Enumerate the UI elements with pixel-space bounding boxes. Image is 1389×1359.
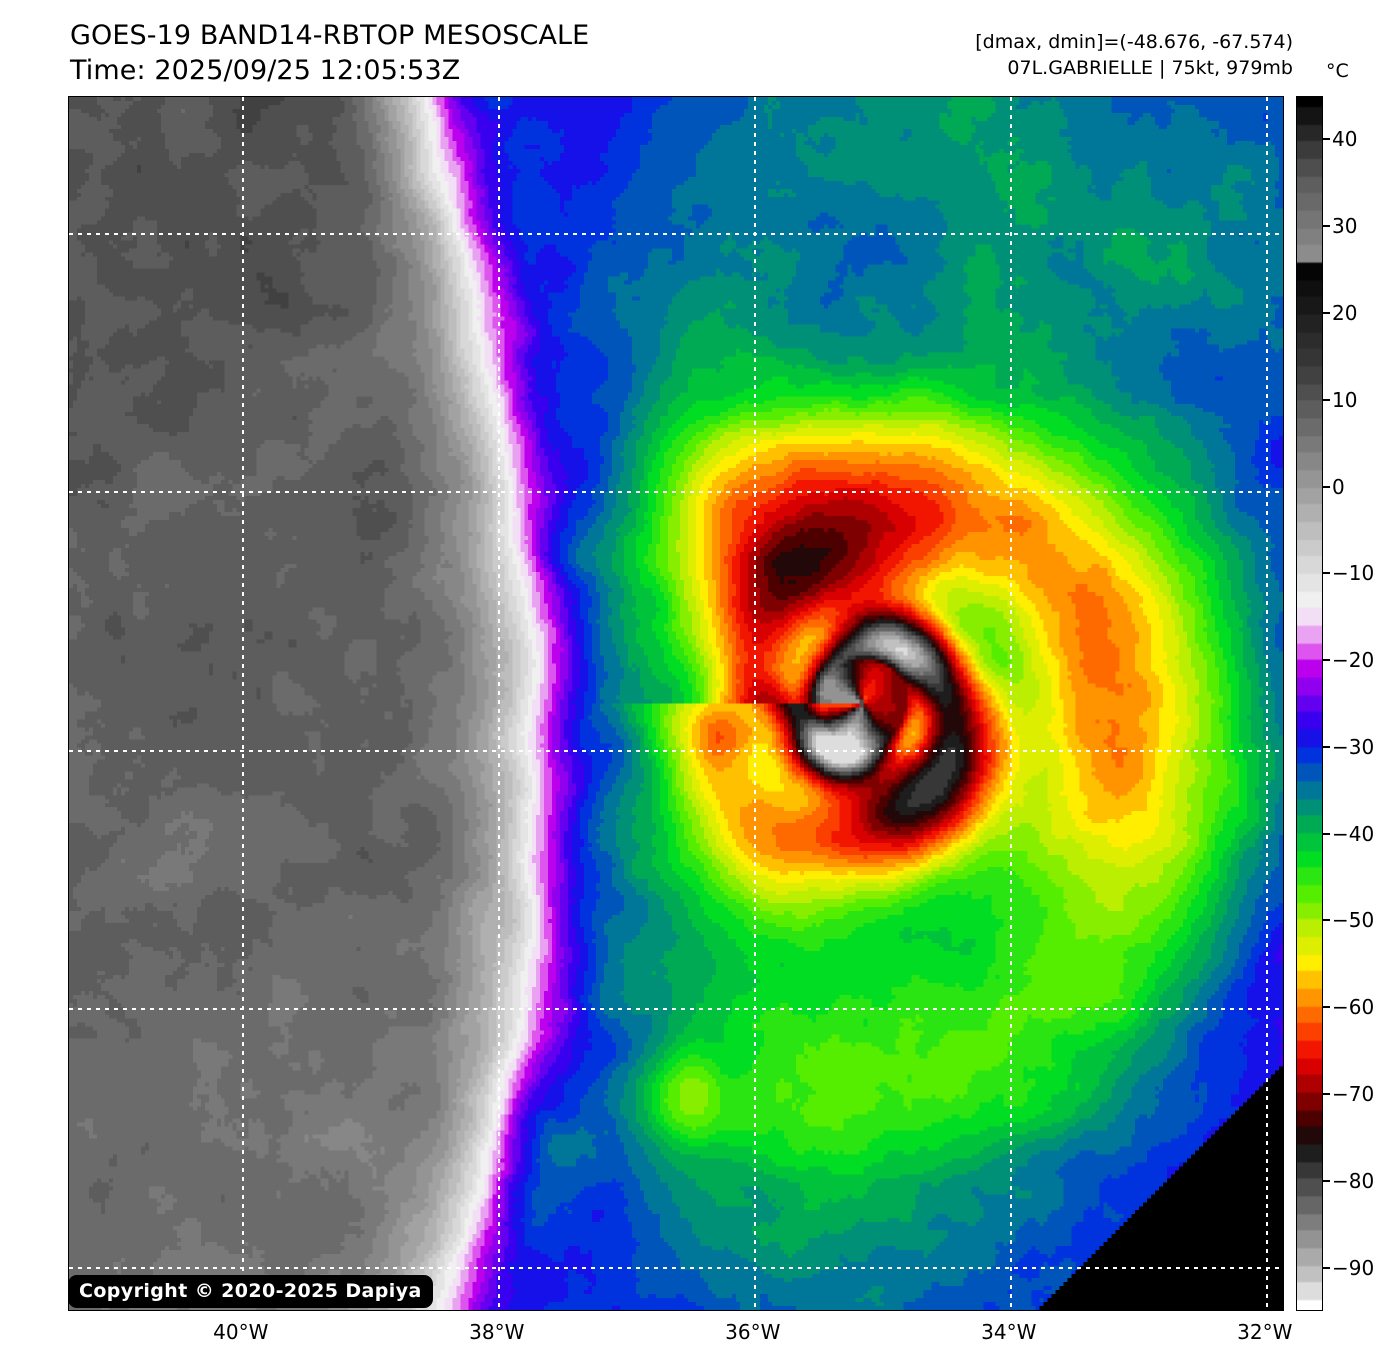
colorbar-tick-40: 40 (1332, 127, 1358, 152)
colorbar-tickmark-10 (1323, 398, 1330, 401)
colorbar-tick-10: 10 (1332, 387, 1358, 412)
timestamp-label: Time: 2025/09/25 12:05:53Z (70, 55, 461, 87)
colorbar-tickmark--10 (1323, 572, 1330, 575)
colorbar-tickmark--30 (1323, 745, 1330, 748)
colorbar-tick--10: −10 (1332, 561, 1375, 586)
metadata-block: [dmax, dmin]=(-48.676, -67.574) 07L.GABR… (975, 30, 1293, 81)
colorbar-tickmark--70 (1323, 1093, 1330, 1096)
colorbar-tickmark--80 (1323, 1179, 1330, 1182)
colorbar-tick--90: −90 (1332, 1255, 1375, 1280)
storm-info-label: 07L.GABRIELLE | 75kt, 979mb (1007, 56, 1293, 79)
colorbar-unit-label: °C (1326, 60, 1349, 82)
lon-tick--32: 32°W (1237, 1320, 1293, 1344)
satellite-image-plot[interactable] (68, 96, 1284, 1311)
colorbar-tickmark--60 (1323, 1006, 1330, 1009)
colorbar-tickmark--40 (1323, 832, 1330, 835)
colorbar-tickmark--90 (1323, 1266, 1330, 1269)
title-block: GOES-19 BAND14-RBTOP MESOSCALE Time: 202… (70, 18, 589, 88)
lon-tick--38: 38°W (469, 1320, 525, 1344)
colorbar-tickmark--20 (1323, 659, 1330, 662)
colorbar-tick--60: −60 (1332, 995, 1375, 1020)
satellite-raster (69, 97, 1283, 1310)
lon-tick--34: 34°W (981, 1320, 1037, 1344)
colorbar-tick--70: −70 (1332, 1082, 1375, 1107)
colorbar-tick--30: −30 (1332, 734, 1375, 759)
lon-tick--36: 36°W (725, 1320, 781, 1344)
page-title: GOES-19 BAND14-RBTOP MESOSCALE (70, 20, 590, 51)
colorbar-tick-0: 0 (1332, 474, 1345, 499)
colorbar-tick--40: −40 (1332, 821, 1375, 846)
colorbar-tick-20: 20 (1332, 300, 1358, 325)
colorbar-tickmark-20 (1323, 311, 1330, 314)
dmax-dmin-label: [dmax, dmin]=(-48.676, -67.574) (975, 31, 1293, 53)
temperature-colorbar[interactable] (1296, 96, 1323, 1311)
colorbar-tickmark-0 (1323, 485, 1330, 488)
colorbar-tickmark--50 (1323, 919, 1330, 922)
colorbar-tick--80: −80 (1332, 1168, 1375, 1193)
colorbar-tick-30: 30 (1332, 214, 1358, 239)
colorbar-tick--20: −20 (1332, 648, 1375, 673)
colorbar-tick--50: −50 (1332, 908, 1375, 933)
lon-tick--40: 40°W (213, 1320, 269, 1344)
colorbar-tickmark-30 (1323, 225, 1330, 228)
colorbar-tickmark-40 (1323, 138, 1330, 141)
copyright-watermark: Copyright © 2020-2025 Dapiya (68, 1275, 433, 1308)
